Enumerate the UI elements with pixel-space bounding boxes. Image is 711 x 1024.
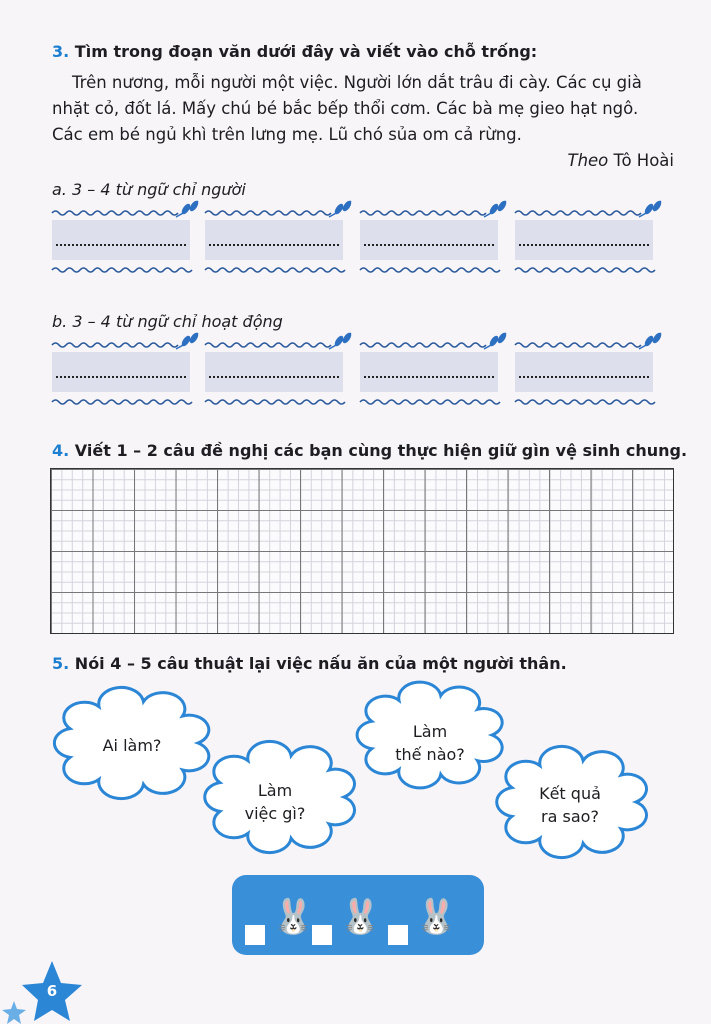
wave-line (514, 267, 656, 273)
wave-line (204, 399, 346, 405)
dotted-line (364, 244, 494, 246)
cloud-what: Làm việc gì? (244, 781, 306, 823)
wave-line (359, 267, 501, 273)
leaf-icon (638, 332, 662, 350)
answer-box-a-4[interactable] (515, 220, 653, 260)
wave-line (204, 267, 346, 273)
wave-line (51, 342, 179, 348)
wave-line (359, 210, 487, 216)
wave-line (51, 267, 193, 273)
wave-line (51, 399, 193, 405)
wave-line (514, 342, 642, 348)
page-number: 6 (46, 982, 58, 1000)
wave-line (514, 399, 656, 405)
writing-grid[interactable] (50, 468, 674, 634)
checkbox-2[interactable] (312, 925, 332, 945)
leaf-icon (175, 200, 199, 218)
dotted-line (364, 376, 494, 378)
part-b-label: b. 3 – 4 từ ngữ chỉ hoạt động (52, 312, 283, 331)
bunny-ok-icon: 🐰 (339, 897, 382, 937)
dotted-line (56, 376, 186, 378)
answer-box-a-2[interactable] (205, 220, 343, 260)
cloud-shape (495, 744, 648, 860)
checkbox-1[interactable] (245, 925, 265, 945)
cloud-result: Kết quả ra sao? (539, 784, 601, 826)
passage-line-1: Trên nương, mỗi người một việc. Người lớ… (72, 73, 642, 92)
leaf-icon (328, 200, 352, 218)
dotted-line (209, 244, 339, 246)
dotted-line (56, 244, 186, 246)
passage-line-3: Các em bé ngủ khì trên lưng mẹ. Lũ chó s… (52, 125, 522, 144)
cloud-how: Làm thế nào? (395, 722, 465, 764)
exercise-3-heading: 3. Tìm trong đoạn văn dưới đây và viết v… (52, 42, 538, 61)
bunny-neutral-icon: 🐰 (272, 897, 315, 937)
answer-box-b-2[interactable] (205, 352, 343, 392)
wave-line (514, 210, 642, 216)
leaf-icon (638, 200, 662, 218)
leaf-icon (328, 332, 352, 350)
cloud-shape (52, 685, 211, 801)
dotted-line (209, 376, 339, 378)
cloud-who: Ai làm? (102, 736, 162, 755)
cloud-shape (203, 739, 356, 855)
dotted-line (519, 376, 649, 378)
answer-box-b-1[interactable] (52, 352, 190, 392)
checkbox-3[interactable] (388, 925, 408, 945)
wave-line (359, 399, 501, 405)
wave-line (204, 210, 332, 216)
exercise-4-heading: 4. Viết 1 – 2 câu đề nghị các bạn cùng t… (52, 441, 688, 460)
bunny-happy-icon: 🐰 (415, 897, 458, 937)
page-number-star-icon (2, 961, 82, 1024)
leaf-icon (175, 332, 199, 350)
cloud-shape (355, 680, 504, 790)
part-a-label: a. 3 – 4 từ ngữ chỉ người (52, 180, 246, 199)
answer-box-a-1[interactable] (52, 220, 190, 260)
answer-box-b-3[interactable] (360, 352, 498, 392)
answer-box-a-3[interactable] (360, 220, 498, 260)
dotted-line (519, 244, 649, 246)
exercise-5-heading: 5. Nói 4 – 5 câu thuật lại việc nấu ăn c… (52, 654, 567, 673)
wave-line (51, 210, 179, 216)
passage-line-2: nhặt cỏ, đốt lá. Mấy chú bé bắc bếp thổi… (52, 99, 639, 118)
passage-source: Theo Tô Hoài (567, 151, 674, 170)
leaf-icon (483, 332, 507, 350)
wave-line (204, 342, 332, 348)
self-assessment-bar: 🐰 🐰 🐰 (232, 875, 484, 955)
leaf-icon (483, 200, 507, 218)
answer-box-b-4[interactable] (515, 352, 653, 392)
wave-line (359, 342, 487, 348)
